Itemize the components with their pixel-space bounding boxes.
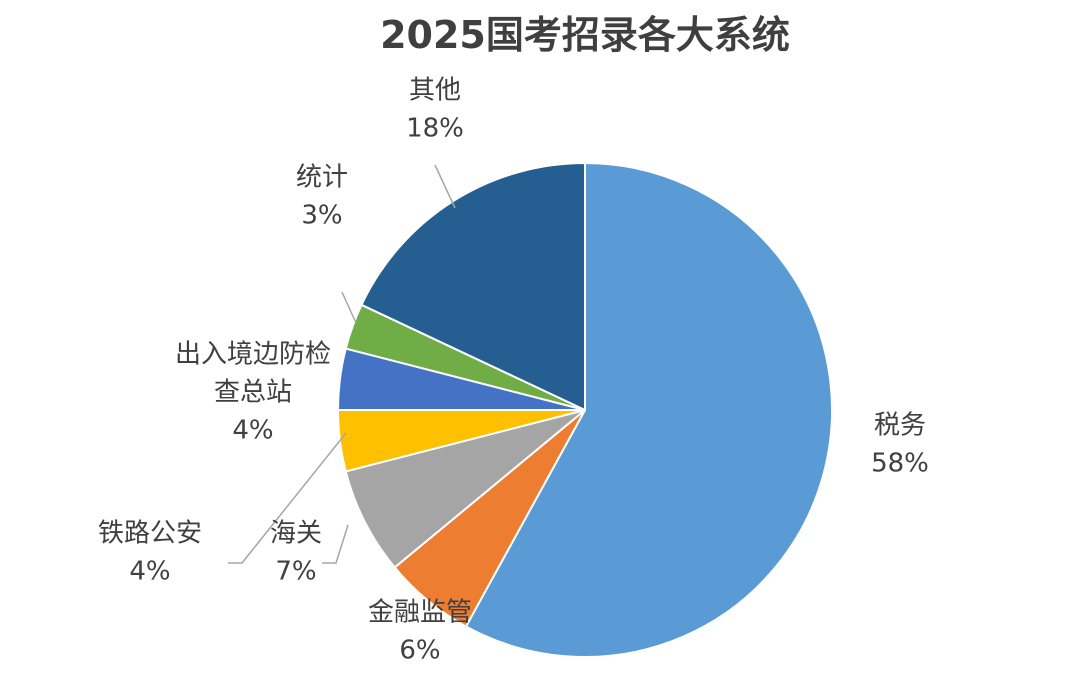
leader-line	[341, 291, 357, 324]
slice-category-label: 税务	[874, 411, 926, 441]
slice-value-label: 3%	[301, 201, 342, 231]
leader-lines	[228, 164, 456, 564]
slice-category-label: 海关	[270, 519, 322, 549]
slice-category-label: 金融监管	[368, 598, 472, 628]
slice-category-label: 查总站	[214, 378, 292, 408]
slice-value-label: 4%	[232, 416, 273, 446]
slice-value-label: 6%	[399, 636, 440, 666]
slice-category-label: 统计	[296, 163, 348, 193]
pie-slices	[336, 161, 833, 658]
slice-value-label: 18%	[406, 114, 464, 144]
slice-value-label: 7%	[275, 557, 316, 587]
leader-line	[322, 524, 349, 564]
slice-category-label: 铁路公安	[98, 519, 202, 549]
pie-slice	[344, 409, 586, 569]
slice-category-label: 出入境边防检	[175, 340, 331, 370]
pie-slice	[464, 161, 833, 658]
leader-line	[228, 432, 347, 564]
slice-value-label: 58%	[871, 449, 929, 479]
chart-title: 2025国考招录各大系统	[380, 13, 790, 57]
slice-value-label: 4%	[129, 557, 170, 587]
slice-category-label: 其他	[409, 76, 461, 106]
leader-line	[434, 164, 456, 209]
